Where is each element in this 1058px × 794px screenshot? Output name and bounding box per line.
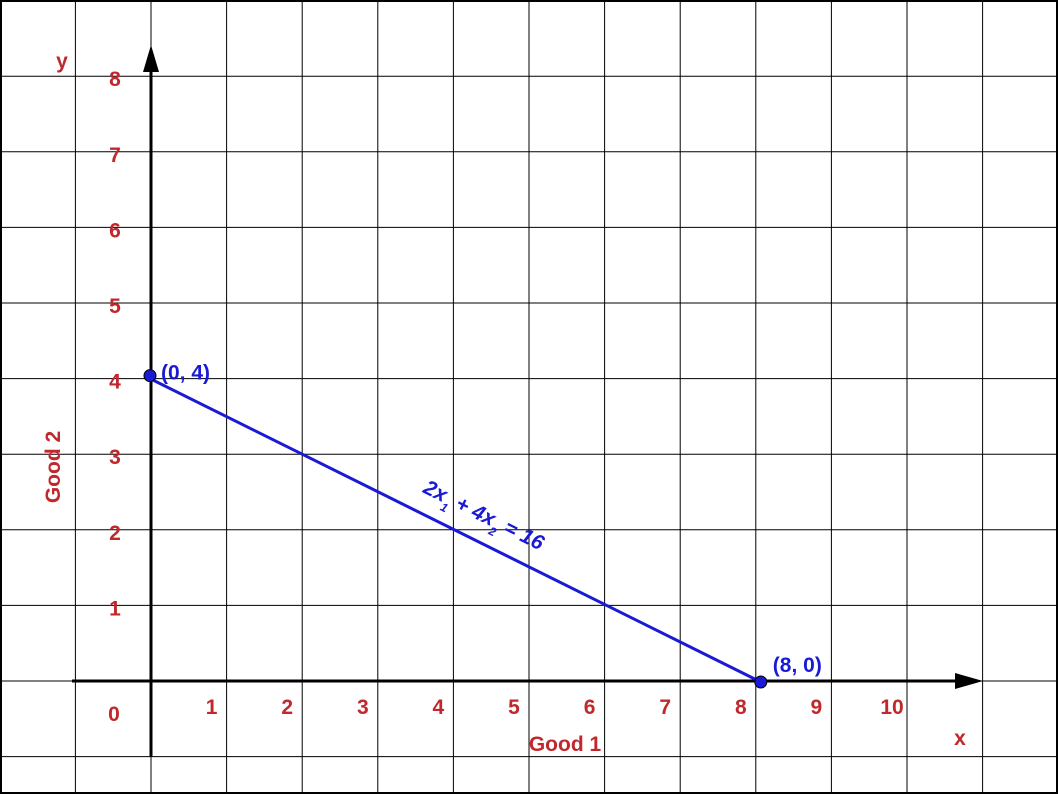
y-tick-label: 7 [109, 144, 121, 167]
x-axis-title: Good 1 [529, 733, 602, 756]
series-budget-line: (0, 4) (8, 0) [143, 362, 822, 689]
intercept-point [754, 675, 768, 689]
x-tick-label: 4 [433, 696, 445, 719]
x-tick-label: 8 [735, 696, 747, 719]
x-tick-labels: 1 2 3 4 5 6 7 8 9 10 [206, 696, 904, 719]
x-axis-arrow-icon [955, 673, 983, 689]
intercept-label: (0, 4) [161, 362, 210, 385]
intercept-point [143, 369, 157, 383]
y-tick-label: 6 [109, 219, 121, 242]
origin-label: 0 [108, 703, 120, 726]
y-tick-label: 8 [109, 68, 121, 91]
x-tick-label: 3 [357, 696, 369, 719]
x-tick-label: 6 [584, 696, 596, 719]
y-tick-labels: 1 2 3 4 5 6 7 8 [109, 68, 121, 620]
x-tick-label: 1 [206, 696, 218, 719]
budget-line [149, 377, 762, 684]
y-tick-label: 1 [109, 597, 121, 620]
intercept-label: (8, 0) [773, 654, 822, 677]
x-tick-label: 7 [659, 696, 671, 719]
y-axis-letter: y [56, 50, 68, 73]
y-tick-label: 5 [109, 295, 121, 318]
equation-label: 2x1 + 4x2 = 16 [416, 475, 548, 560]
x-tick-label: 9 [811, 696, 823, 719]
y-tick-label: 3 [109, 446, 121, 469]
x-tick-label: 10 [880, 696, 903, 719]
y-tick-label: 2 [109, 522, 121, 545]
y-axis-arrow-icon [143, 45, 159, 72]
x-tick-label: 5 [508, 696, 520, 719]
x-tick-label: 2 [281, 696, 293, 719]
y-tick-label: 4 [109, 371, 121, 394]
y-axis-title: Good 2 [42, 431, 65, 503]
x-axis-letter: x [954, 727, 966, 750]
